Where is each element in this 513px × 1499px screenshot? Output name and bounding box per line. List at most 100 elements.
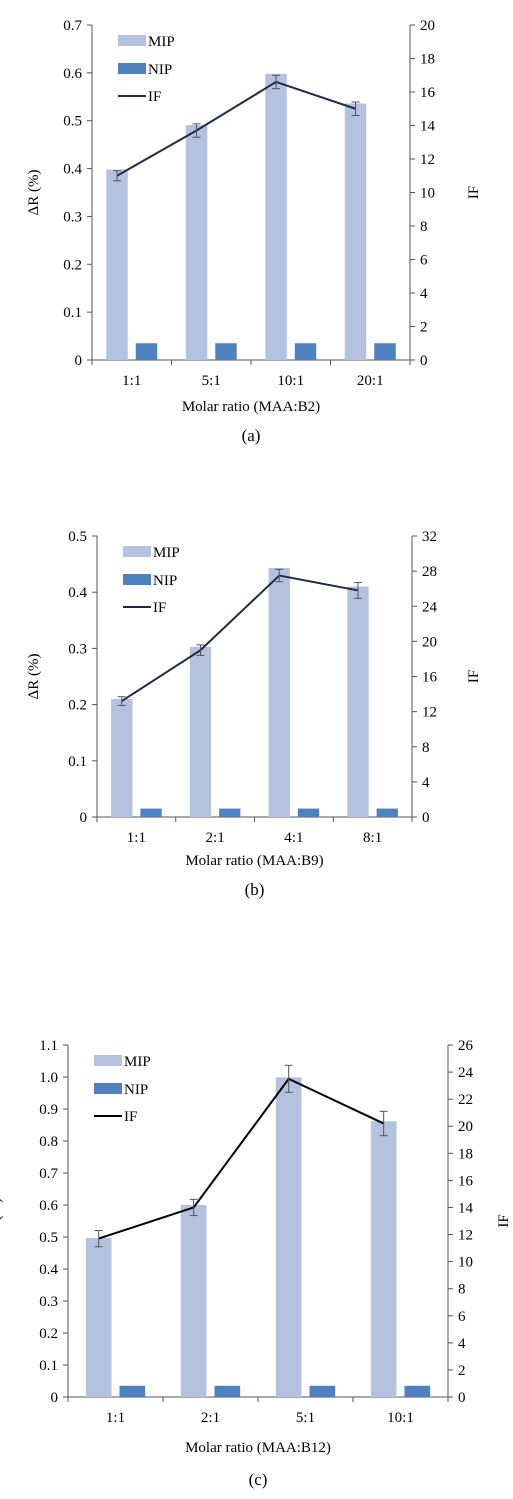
mip-bar [347, 586, 369, 817]
if-line [116, 80, 356, 177]
nip-bar [140, 808, 162, 817]
right-tick-label: 22 [458, 1092, 473, 1108]
right-tick-label: 4 [458, 1336, 466, 1352]
left-tick-label: 0 [80, 810, 88, 826]
left-tick-label: 1.0 [39, 1070, 58, 1086]
left-tick-label: 0.3 [68, 641, 87, 657]
left-tick-label: 0.4 [68, 585, 87, 601]
x-tick-label: 5:1 [202, 373, 221, 389]
right-tick-label: 26 [458, 1038, 474, 1054]
right-tick-label: 16 [422, 670, 438, 686]
mip-bar [180, 1205, 207, 1397]
mip-bar [111, 698, 133, 817]
x-tick-label: 20:1 [357, 373, 384, 389]
x-tick-label: 10:1 [277, 373, 304, 389]
left-tick-label: 0.5 [68, 529, 87, 545]
right-axis-title: IF [466, 186, 482, 199]
x-tick-label: 2:1 [201, 1410, 220, 1426]
legend-mip-swatch [118, 35, 146, 46]
right-tick-label: 20 [422, 634, 437, 650]
right-axis-title: IF [496, 1214, 512, 1227]
if-line [98, 1077, 385, 1240]
x-axis-title: Molar ratio (MAA:B12) [185, 1440, 331, 1456]
mip-bar [85, 1237, 112, 1397]
legend-nip-swatch [123, 574, 151, 585]
legend-mip-label: MIP [124, 1054, 151, 1070]
legend-if-label: IF [124, 1109, 137, 1125]
legend-nip-label: NIP [148, 62, 172, 78]
x-tick-label: 1:1 [127, 830, 146, 846]
nip-bar [219, 808, 241, 817]
right-tick-label: 20 [458, 1119, 473, 1135]
left-tick-label: 0.1 [39, 1358, 58, 1374]
right-tick-label: 4 [422, 775, 430, 791]
right-tick-label: 0 [422, 810, 430, 826]
right-tick-label: 0 [420, 353, 428, 369]
mip-bar [189, 646, 212, 817]
panel-label: (a) [242, 426, 261, 445]
nip-bar [215, 343, 237, 360]
right-tick-label: 18 [458, 1146, 473, 1162]
left-tick-label: 0.5 [63, 114, 82, 130]
right-tick-label: 10 [420, 186, 435, 202]
mip-bar [268, 568, 290, 817]
x-tick-label: 2:1 [206, 830, 225, 846]
right-tick-label: 12 [422, 705, 437, 721]
left-tick-label: 0.5 [39, 1230, 58, 1246]
right-tick-label: 24 [422, 599, 438, 615]
left-axis-title: ΔR (%) [26, 170, 42, 216]
legend-nip-label: NIP [124, 1082, 148, 1098]
nip-bar [119, 1385, 146, 1397]
right-tick-label: 14 [420, 119, 436, 135]
right-tick-label: 8 [422, 740, 430, 756]
right-tick-label: 8 [420, 219, 428, 235]
left-tick-label: 0 [75, 353, 83, 369]
legend-if-label: IF [153, 600, 166, 616]
nip-bar [376, 808, 398, 817]
mip-bar [185, 125, 208, 361]
legend-nip-swatch [118, 63, 146, 74]
right-tick-label: 4 [420, 286, 428, 302]
nip-bar [297, 808, 320, 817]
mip-bar [370, 1121, 397, 1397]
x-tick-label: 4:1 [284, 830, 303, 846]
right-tick-label: 16 [458, 1173, 474, 1189]
nip-bar [374, 343, 396, 360]
panel-label: (b) [245, 880, 265, 899]
right-tick-label: 14 [458, 1200, 474, 1216]
legend-if-label: IF [148, 89, 161, 105]
left-axis-title: ΔR (%) [26, 654, 42, 700]
right-tick-label: 2 [420, 320, 428, 336]
x-tick-label: 10:1 [387, 1410, 414, 1426]
right-tick-label: 18 [420, 52, 435, 68]
mip-bar [344, 103, 367, 360]
left-tick-label: 0.9 [39, 1102, 58, 1118]
left-tick-label: 0.8 [39, 1134, 58, 1150]
left-tick-label: 0.6 [63, 66, 82, 82]
panel-label: (c) [249, 1470, 268, 1489]
x-axis-title: Molar ratio (MAA:B2) [182, 399, 320, 415]
left-tick-label: 0.2 [63, 257, 82, 273]
mip-bar [106, 169, 128, 360]
x-tick-label: 1:1 [106, 1410, 125, 1426]
left-axis-title: ΔR (%) [0, 1198, 4, 1244]
legend-nip-swatch [94, 1083, 122, 1094]
legend-mip-swatch [94, 1055, 122, 1066]
x-tick-label: 8:1 [363, 830, 382, 846]
nip-bar [214, 1385, 241, 1397]
left-tick-label: 0.3 [63, 209, 82, 225]
x-tick-label: 5:1 [296, 1410, 315, 1426]
right-tick-label: 24 [458, 1065, 474, 1081]
x-axis-title: Molar ratio (MAA:B9) [185, 853, 323, 869]
right-tick-label: 12 [420, 152, 435, 168]
left-tick-label: 1.1 [39, 1038, 58, 1054]
right-tick-label: 12 [458, 1228, 473, 1244]
right-tick-label: 10 [458, 1255, 473, 1271]
right-tick-label: 32 [422, 529, 437, 545]
mip-bar [265, 73, 287, 361]
legend-mip-label: MIP [153, 545, 180, 561]
right-tick-label: 2 [458, 1363, 466, 1379]
left-tick-label: 0.4 [39, 1262, 58, 1278]
left-tick-label: 0.7 [63, 18, 82, 34]
